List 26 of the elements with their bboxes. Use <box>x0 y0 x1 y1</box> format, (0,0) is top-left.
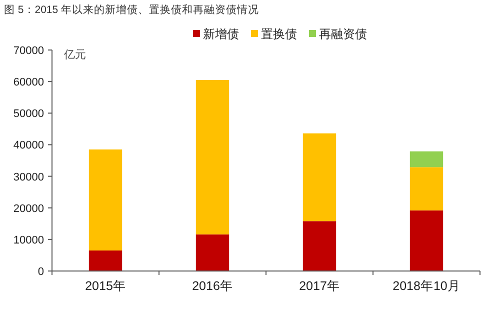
y-tick-label: 40000 <box>13 140 44 152</box>
legend-label: 置换债 <box>261 27 297 41</box>
bar <box>410 210 444 271</box>
y-tick-label: 70000 <box>13 45 44 57</box>
bar <box>196 234 230 271</box>
bar <box>302 133 336 222</box>
y-tick-label: 50000 <box>13 108 44 120</box>
legend-label: 新增债 <box>203 27 239 41</box>
y-tick-label: 0 <box>38 266 44 278</box>
bar <box>88 250 122 271</box>
x-tick-label: 2015年 <box>85 279 126 293</box>
x-tick-label: 2017年 <box>299 279 340 293</box>
bar <box>88 149 122 250</box>
bar <box>302 221 336 271</box>
y-axis-title: 亿元 <box>63 49 86 61</box>
chart-title: 图 5：2015 年以来的新增债、置换债和再融资债情况 <box>4 3 260 16</box>
x-tick-label: 2018年10月 <box>392 279 460 293</box>
bar <box>410 167 444 210</box>
bar <box>410 151 444 168</box>
y-tick-label: 20000 <box>13 202 44 215</box>
y-tick-label: 10000 <box>13 234 44 246</box>
legend-label: 再融资债 <box>319 27 367 41</box>
y-tick-label: 60000 <box>13 76 44 89</box>
x-tick-label: 2016年 <box>192 279 233 293</box>
bar <box>196 80 230 234</box>
y-tick-label: 30000 <box>13 171 44 184</box>
